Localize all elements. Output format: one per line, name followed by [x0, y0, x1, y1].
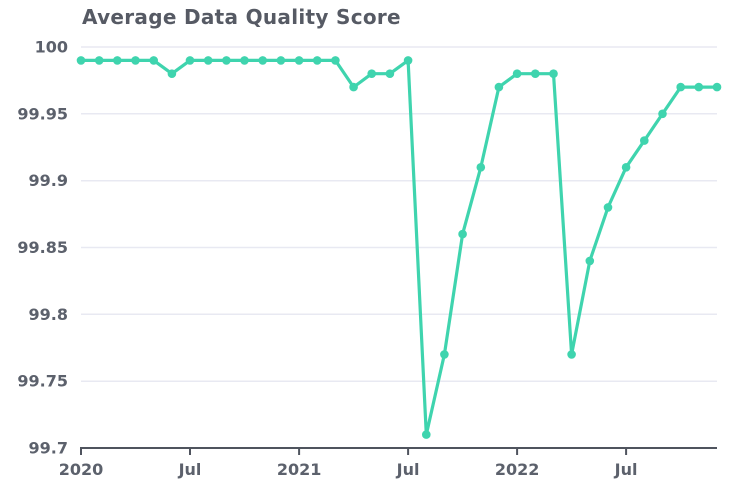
chart-title: Average Data Quality Score — [82, 5, 401, 29]
y-axis-label: 99.95 — [17, 104, 68, 123]
data-point-marker[interactable] — [694, 82, 704, 92]
data-point-marker[interactable] — [676, 82, 685, 92]
data-point-marker[interactable] — [222, 56, 231, 65]
data-point-marker[interactable] — [149, 56, 158, 65]
data-point-marker[interactable] — [494, 82, 504, 92]
data-point-marker[interactable] — [422, 430, 431, 439]
data-point-marker[interactable] — [131, 56, 140, 65]
y-axis-label: 99.8 — [29, 305, 68, 324]
x-axis-label: Jul — [396, 460, 420, 479]
data-point-marker[interactable] — [621, 163, 631, 172]
data-point-marker[interactable] — [603, 203, 613, 212]
data-point-marker[interactable] — [440, 350, 449, 359]
data-point-marker[interactable] — [113, 56, 122, 65]
data-point-marker[interactable] — [349, 82, 358, 92]
data-point-marker[interactable] — [276, 56, 286, 65]
y-axis-label: 99.7 — [29, 439, 68, 458]
y-axis-label: 100 — [35, 38, 68, 57]
data-point-marker[interactable] — [367, 69, 377, 78]
data-point-marker[interactable] — [312, 56, 322, 65]
y-axis-label: 99.75 — [17, 372, 68, 391]
data-point-marker[interactable] — [385, 69, 395, 78]
data-point-marker[interactable] — [240, 56, 249, 65]
data-point-marker[interactable] — [567, 350, 576, 359]
data-point-marker[interactable] — [294, 56, 304, 65]
data-point-marker[interactable] — [640, 136, 649, 145]
data-point-marker[interactable] — [76, 56, 86, 65]
data-point-marker[interactable] — [203, 56, 213, 65]
x-axis-label: 2022 — [495, 460, 540, 479]
x-axis-label: Jul — [614, 460, 638, 479]
data-point-marker[interactable] — [512, 69, 522, 78]
data-point-marker[interactable] — [403, 56, 413, 65]
data-point-marker[interactable] — [331, 56, 340, 65]
data-point-marker[interactable] — [458, 229, 467, 239]
data-point-marker[interactable] — [658, 109, 667, 119]
y-axis-label: 99.85 — [17, 238, 68, 257]
data-point-marker[interactable] — [712, 82, 722, 92]
data-point-marker[interactable] — [476, 163, 486, 172]
data-point-marker[interactable] — [258, 56, 268, 65]
data-point-marker[interactable] — [94, 56, 104, 65]
x-axis-label: 2020 — [59, 460, 104, 479]
data-point-marker[interactable] — [531, 69, 540, 78]
data-point-marker[interactable] — [549, 69, 558, 78]
data-point-marker[interactable] — [585, 256, 595, 266]
data-point-marker[interactable] — [185, 56, 195, 65]
x-axis-label: 2021 — [277, 460, 322, 479]
x-axis-label: Jul — [178, 460, 202, 479]
data-point-marker[interactable] — [167, 69, 177, 78]
y-axis-label: 99.9 — [29, 171, 68, 190]
